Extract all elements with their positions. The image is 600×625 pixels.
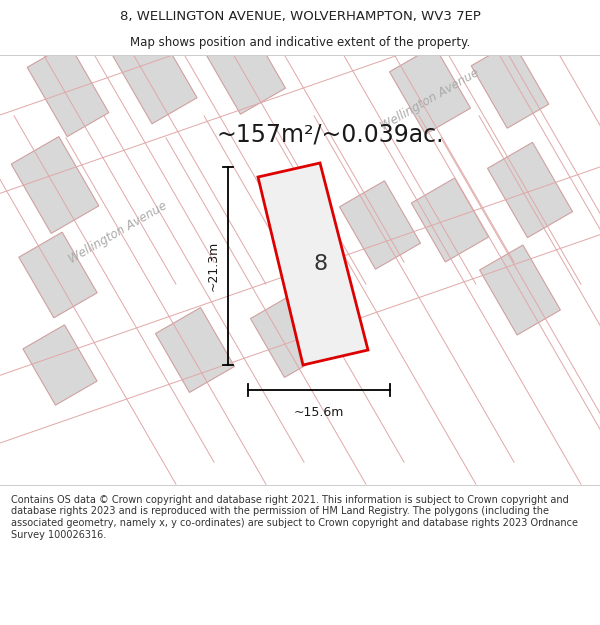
Polygon shape	[19, 232, 97, 318]
Text: ~157m²/~0.039ac.: ~157m²/~0.039ac.	[216, 123, 444, 147]
Polygon shape	[412, 178, 488, 262]
Polygon shape	[479, 245, 560, 335]
Polygon shape	[0, 149, 600, 461]
Text: 8, WELLINGTON AVENUE, WOLVERHAMPTON, WV3 7EP: 8, WELLINGTON AVENUE, WOLVERHAMPTON, WV3…	[119, 10, 481, 23]
Text: Wellington Avenue: Wellington Avenue	[67, 199, 169, 266]
Text: Contains OS data © Crown copyright and database right 2021. This information is : Contains OS data © Crown copyright and d…	[11, 495, 578, 539]
Text: 8: 8	[313, 254, 328, 274]
Polygon shape	[389, 46, 470, 134]
Polygon shape	[258, 163, 368, 365]
Polygon shape	[155, 308, 235, 392]
Polygon shape	[27, 43, 109, 137]
Polygon shape	[23, 325, 97, 405]
Polygon shape	[471, 42, 549, 128]
Text: ~15.6m: ~15.6m	[294, 406, 344, 419]
Polygon shape	[487, 142, 572, 238]
Polygon shape	[250, 292, 329, 378]
Polygon shape	[11, 137, 99, 233]
Polygon shape	[0, 0, 600, 211]
Polygon shape	[340, 181, 421, 269]
Polygon shape	[205, 26, 286, 114]
Text: Wellington Avenue: Wellington Avenue	[379, 66, 481, 134]
Polygon shape	[113, 30, 197, 124]
Text: Map shows position and indicative extent of the property.: Map shows position and indicative extent…	[130, 36, 470, 49]
Text: ~21.3m: ~21.3m	[207, 241, 220, 291]
